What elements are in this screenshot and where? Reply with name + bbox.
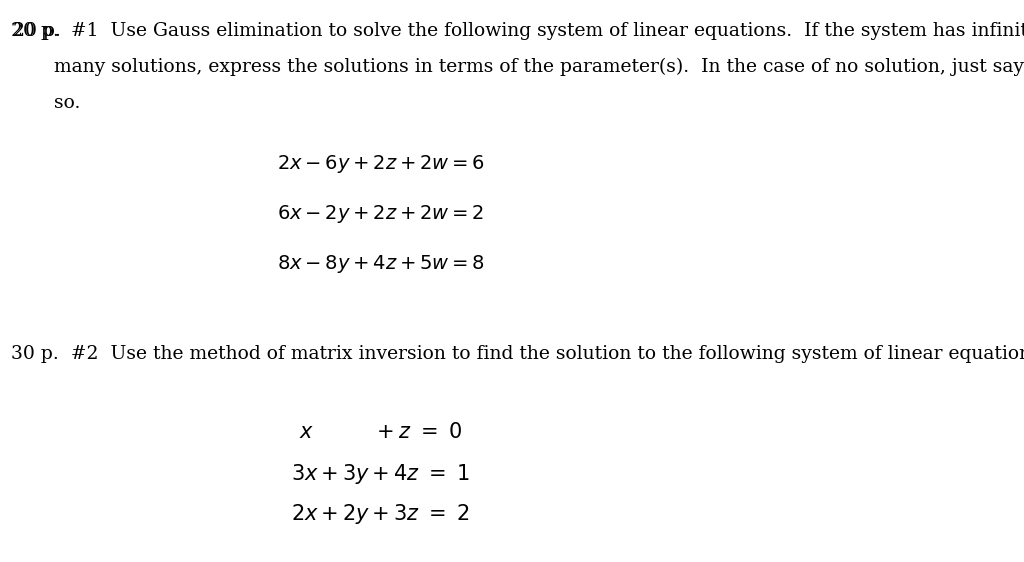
Text: so.: so. (53, 94, 80, 112)
Text: 20 p.  #1  Use Gauss elimination to solve the following system of linear equatio: 20 p. #1 Use Gauss elimination to solve … (11, 22, 1024, 40)
Text: $8x - 8y + 4z + 5w = 8$: $8x - 8y + 4z + 5w = 8$ (276, 253, 484, 275)
Text: many solutions, express the solutions in terms of the parameter(s).  In the case: many solutions, express the solutions in… (53, 58, 1024, 76)
Text: 20 p.: 20 p. (13, 22, 74, 40)
Text: $2x - 6y + 2z + 2w = 6$: $2x - 6y + 2z + 2w = 6$ (276, 153, 484, 175)
Text: $6x - 2y + 2z + 2w = 2$: $6x - 2y + 2z + 2w = 2$ (278, 203, 484, 225)
Text: $x \qquad\quad + z \ = \ 0$: $x \qquad\quad + z \ = \ 0$ (299, 422, 463, 442)
Text: $2x + 2y + 3z \ = \ 2$: $2x + 2y + 3z \ = \ 2$ (291, 502, 470, 526)
Text: 30 p.  #2  Use the method of matrix inversion to find the solution to the follow: 30 p. #2 Use the method of matrix invers… (11, 345, 1024, 363)
Text: $3x + 3y + 4z \ = \ 1$: $3x + 3y + 4z \ = \ 1$ (291, 462, 470, 486)
